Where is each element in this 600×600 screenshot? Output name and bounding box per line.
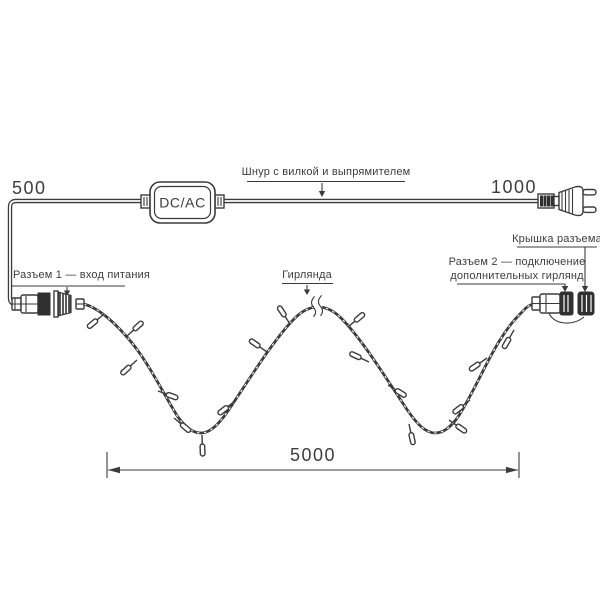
lamp-icon [248, 338, 268, 353]
garland-callout: Гирлянда [282, 269, 333, 295]
dimension-1000: 1000 [491, 177, 537, 197]
lamp-icon [217, 400, 236, 416]
break-symbol [311, 295, 324, 318]
lamp-icon [86, 313, 105, 330]
dimension-arrow-right [506, 466, 518, 474]
connector1-label: Разъем 1 — вход питания [13, 269, 150, 281]
plug-pin-bottom [582, 206, 597, 214]
lamp-icon [448, 419, 468, 434]
converter-label: DC/AC [159, 195, 206, 211]
dimension-500: 500 [12, 178, 47, 198]
lamp-icon [452, 399, 471, 415]
garland-arrow [303, 289, 311, 295]
lamp-icon [199, 434, 206, 457]
garland-lamps [86, 305, 515, 457]
cap-callout: Крышка разъема [512, 233, 600, 292]
connector2-label-line1: Разъем 2 — подключение [449, 256, 586, 268]
connector1-callout: Разъем 1 — вход питания [12, 269, 150, 296]
cord-arrow [318, 191, 326, 197]
connector2-ribbed-end [559, 291, 574, 316]
dimension-5000: 5000 [106, 445, 520, 478]
lamp-icon [349, 351, 370, 363]
lamp-icon [501, 329, 515, 350]
lamp-icon [173, 417, 192, 434]
lamp-icon [408, 423, 416, 446]
connector2-callout: Разъем 2 — подключение дополнительных ги… [449, 256, 586, 292]
dimension-arrow-left [108, 466, 120, 474]
dimension-5000-label: 5000 [290, 445, 336, 465]
lamp-icon [126, 320, 144, 337]
cap-label: Крышка разъема [512, 233, 600, 245]
dcac-converter-box: DC/AC [140, 181, 225, 224]
lamp-icon [347, 311, 366, 328]
plug-pin-top [582, 188, 597, 196]
cord-callout: Шнур с вилкой и выпрямителем [242, 166, 411, 197]
connector1-black-band [37, 292, 51, 316]
plug-body [558, 185, 584, 217]
connector1-arrow [63, 290, 71, 296]
converter-right-nub [214, 194, 225, 209]
garland-wire [82, 295, 536, 435]
cap-lanyard [548, 312, 585, 324]
garland-label: Гирлянда [282, 269, 332, 281]
cap-arrow [581, 286, 589, 292]
connector2-arrow [561, 286, 569, 292]
connector1 [11, 290, 85, 318]
power-cord [7, 198, 544, 307]
converter-left-nub [140, 194, 151, 209]
cord-label: Шнур с вилкой и выпрямителем [242, 166, 411, 178]
lamp-icon [120, 359, 138, 376]
lamp-icon [276, 305, 291, 325]
power-plug [537, 185, 597, 217]
connector2 [531, 291, 595, 324]
lamp-icon [387, 384, 407, 398]
lamp-icon [157, 390, 179, 401]
lamp-icon [468, 357, 488, 372]
connector2-label-line2: дополнительных гирлянд [450, 270, 584, 282]
